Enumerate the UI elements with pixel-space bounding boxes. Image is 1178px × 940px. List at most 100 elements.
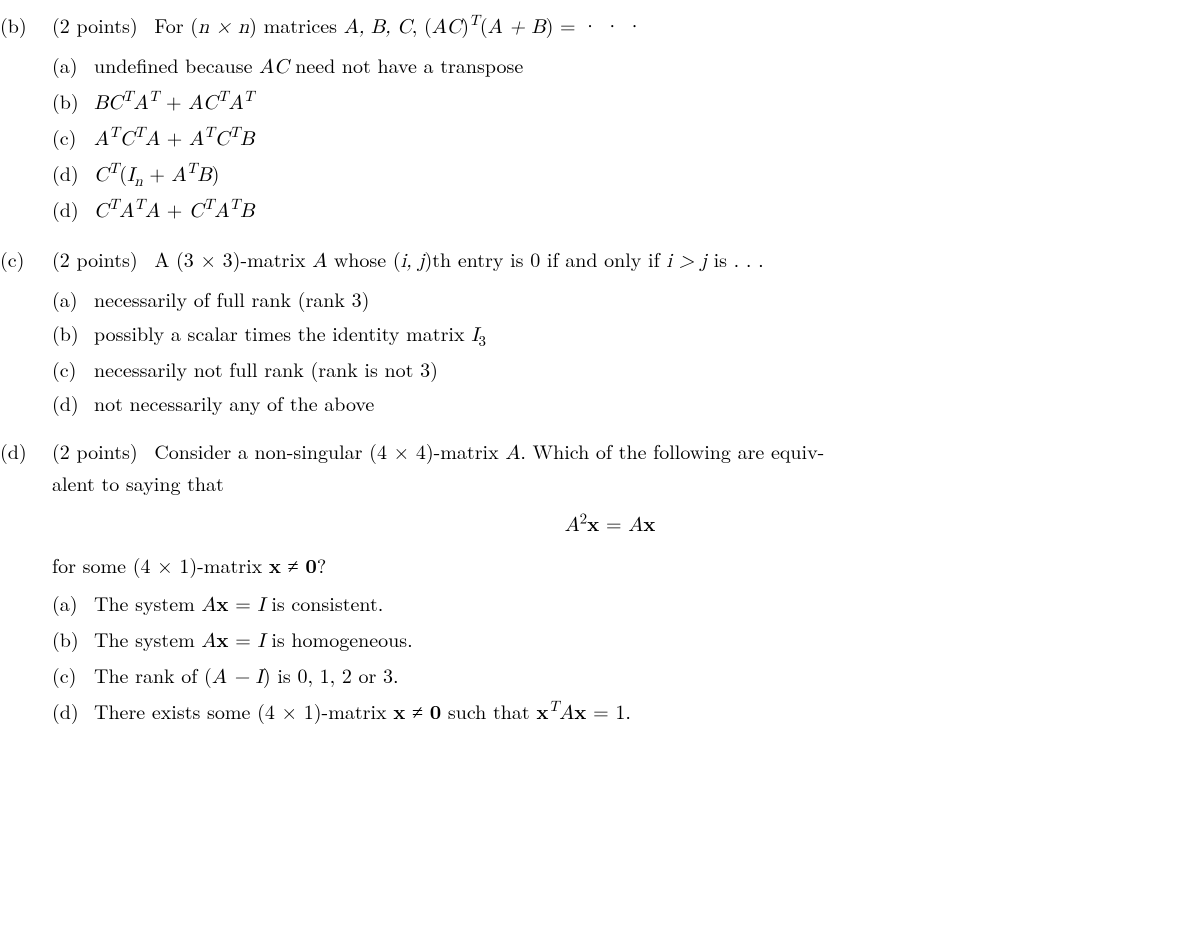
intro-text: (	[480, 10, 488, 39]
intro-line2: alent to saying that	[52, 468, 224, 497]
option-math: I	[257, 595, 264, 615]
option-a: (a) undefined because AC need not have a…	[52, 50, 1168, 82]
option-b: (b) The system Ax = I is homogeneous.	[52, 624, 1168, 656]
option-a: (a) The system Ax = I is consistent.	[52, 588, 1168, 620]
problem-label: (c)	[0, 244, 24, 274]
sup: T	[548, 699, 559, 714]
intro-math: i > j	[666, 251, 707, 271]
option-text: ≠	[405, 696, 429, 725]
cont-math: x	[269, 550, 281, 579]
intro-math: n × n	[198, 17, 249, 37]
option-math: I	[257, 631, 264, 651]
option-d: (d) There exists some (4 × 1)-matrix x ≠…	[52, 696, 1168, 728]
problem-b: (b) (2 points) For (n × n) matrices A, B…	[0, 10, 1168, 226]
intro-text: whose (	[327, 244, 400, 273]
option-label: (c)	[52, 354, 76, 384]
problem-intro: (2 points) A (3 × 3)-matrix A whose (i, …	[52, 244, 1168, 276]
cont-text: ?	[317, 550, 326, 579]
option-label: (a)	[52, 284, 78, 314]
option-math: AC	[259, 57, 288, 77]
problem-intro: (2 points) Consider a non-singular (4 × …	[52, 436, 1168, 498]
option-c: (c) The rank of (A − I) is 0, 1, 2 or 3.	[52, 660, 1168, 692]
sup: T	[469, 13, 480, 28]
intro-text: ) matrices	[249, 10, 344, 39]
option-math: x	[536, 696, 548, 725]
option-text: is consistent.	[265, 588, 384, 617]
intro-text: Consider a non-singular (4 × 4)-matrix	[154, 436, 505, 465]
option-text: undefined because	[94, 50, 259, 79]
option-label: (d)	[52, 158, 79, 188]
option-text: =	[229, 624, 258, 653]
option-text: The system	[94, 624, 201, 653]
sub: 3	[478, 330, 486, 351]
option-label: (c)	[52, 122, 76, 152]
option-label: (b)	[52, 86, 79, 116]
intro-text: . Which of the following are equiv-	[520, 436, 824, 465]
option-d1: (d) CT(In + ATB)	[52, 158, 1168, 190]
option-b: (b) possibly a scalar times the identity…	[52, 318, 1168, 350]
problem-label: (b)	[0, 10, 27, 40]
option-math: A − I	[212, 667, 263, 687]
option-text: necessarily not full rank (rank is not 3…	[94, 354, 438, 383]
option-text: The system	[94, 588, 201, 617]
intro-math: AC	[432, 17, 461, 37]
intro-math: A, B, C	[344, 17, 412, 37]
intro-text: )	[461, 10, 469, 39]
option-label: (a)	[52, 588, 78, 618]
points-text: (2 points)	[52, 10, 138, 39]
option-d: (d) not necessarily any of the above	[52, 388, 1168, 418]
intro-text: For (	[154, 10, 198, 39]
centered-equation: A2x = Ax	[52, 508, 1168, 540]
intro-math: A + B	[488, 17, 546, 37]
option-math: 0	[430, 696, 442, 725]
option-label: (d)	[52, 388, 79, 418]
option-math: BC	[94, 93, 123, 113]
option-label: (d)	[52, 194, 79, 224]
option-text: =	[229, 588, 258, 617]
intro-math: A	[312, 251, 327, 271]
option-text: such that	[441, 696, 536, 725]
option-a: (a) necessarily of full rank (rank 3)	[52, 284, 1168, 314]
intro-text: , (	[412, 10, 432, 39]
option-label: (a)	[52, 50, 78, 80]
intro-text: is . . .	[707, 244, 764, 273]
option-math: A	[201, 595, 216, 615]
option-c: (c) ATCTA + ATCTB	[52, 122, 1168, 154]
option-label: (d)	[52, 696, 79, 726]
points-text: (2 points)	[52, 244, 138, 273]
intro-text: A (3 × 3)-matrix	[154, 244, 312, 273]
option-text: not necessarily any of the above	[94, 388, 374, 417]
cont-math: 0	[305, 550, 317, 579]
option-label: (b)	[52, 318, 79, 348]
option-c: (c) necessarily not full rank (rank is n…	[52, 354, 1168, 384]
option-math: A	[201, 631, 216, 651]
option-math: x	[393, 696, 405, 725]
option-text: ) is 0, 1, 2 or 3.	[263, 660, 399, 689]
option-text: The rank of (	[94, 660, 212, 689]
problem-label: (d)	[0, 436, 27, 466]
intro-math: i, j	[401, 251, 425, 271]
option-d2: (d) CTATA + CTATB	[52, 194, 1168, 226]
option-text: = 1.	[586, 696, 630, 725]
cont-text: ≠	[281, 550, 305, 579]
intro-text: ) = · · ·	[546, 10, 643, 39]
option-label: (c)	[52, 660, 76, 690]
options-list: (a) necessarily of full rank (rank 3) (b…	[52, 284, 1168, 418]
options-list: (a) undefined because AC need not have a…	[52, 50, 1168, 226]
problem-d: (d) (2 points) Consider a non-singular (…	[0, 436, 1168, 728]
problem-continuation: for some (4 × 1)-matrix x ≠ 0?	[52, 550, 1168, 580]
option-text: is homogeneous.	[265, 624, 413, 653]
cont-text: for some (4 × 1)-matrix	[52, 550, 269, 579]
option-text: There exists some (4 × 1)-matrix	[94, 696, 393, 725]
option-label: (b)	[52, 624, 79, 654]
intro-text: )th entry is 0 if and only if	[425, 244, 667, 273]
option-text: need not have a transpose	[289, 50, 524, 79]
problem-c: (c) (2 points) A (3 × 3)-matrix A whose …	[0, 244, 1168, 418]
intro-math: A	[505, 443, 520, 463]
option-text: necessarily of full rank (rank 3)	[94, 284, 369, 313]
options-list: (a) The system Ax = I is consistent. (b)…	[52, 588, 1168, 728]
points-text: (2 points)	[52, 436, 138, 465]
problem-intro: (2 points) For (n × n) matrices A, B, C,…	[52, 10, 1168, 42]
option-b: (b) BCTAT + ACTAT	[52, 86, 1168, 118]
option-text: possibly a scalar times the identity mat…	[94, 318, 471, 347]
